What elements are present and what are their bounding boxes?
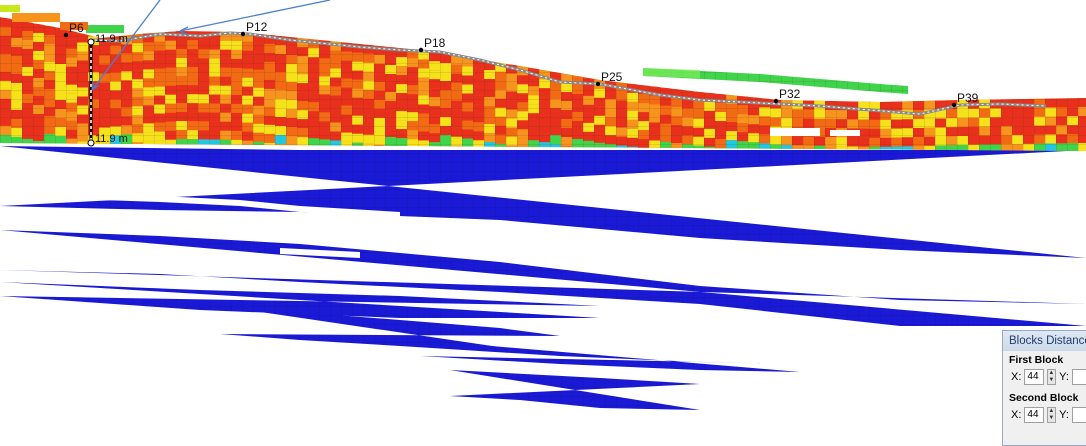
low-value-strata <box>0 146 1086 410</box>
second-x-spinner-icon[interactable]: ▲ ▼ <box>1047 407 1057 423</box>
survey-point-label: P12 <box>246 20 268 34</box>
survey-point-marker[interactable] <box>241 32 245 36</box>
second-x-input[interactable]: 44 <box>1024 407 1043 423</box>
high-value-layer <box>0 17 1086 158</box>
first-y-input[interactable] <box>1072 369 1086 385</box>
first-y-label: Y: <box>1059 371 1069 383</box>
second-x-label: X: <box>1011 409 1021 421</box>
survey-point-marker[interactable] <box>596 82 600 86</box>
first-block-label: First Block <box>1009 354 1086 366</box>
measure-label-top: 11.9 m <box>95 33 128 45</box>
dialog-title: Blocks Distance <box>1003 331 1086 351</box>
second-y-label: Y: <box>1059 409 1069 421</box>
second-y-input[interactable] <box>1072 407 1086 423</box>
blocks-distance-dialog[interactable]: Blocks Distance First Block X: 44 ▲ ▼ Y: … <box>1002 330 1086 446</box>
survey-point-marker[interactable] <box>419 48 423 52</box>
survey-point-marker[interactable] <box>774 99 778 103</box>
first-x-label: X: <box>1011 371 1021 383</box>
survey-point-marker[interactable] <box>64 33 68 37</box>
survey-point-label: P25 <box>601 70 623 84</box>
survey-point-label: P32 <box>779 87 801 101</box>
first-x-spinner-icon[interactable]: ▲ ▼ <box>1047 369 1057 385</box>
survey-point-label: P39 <box>957 91 979 105</box>
second-block-label: Second Block <box>1009 392 1086 404</box>
survey-point-label: P18 <box>424 36 446 50</box>
measure-label-bottom: 11.9 m <box>95 133 128 145</box>
survey-point-marker[interactable] <box>952 103 956 107</box>
first-x-input[interactable]: 44 <box>1024 369 1043 385</box>
survey-point-label: P6 <box>69 21 84 35</box>
